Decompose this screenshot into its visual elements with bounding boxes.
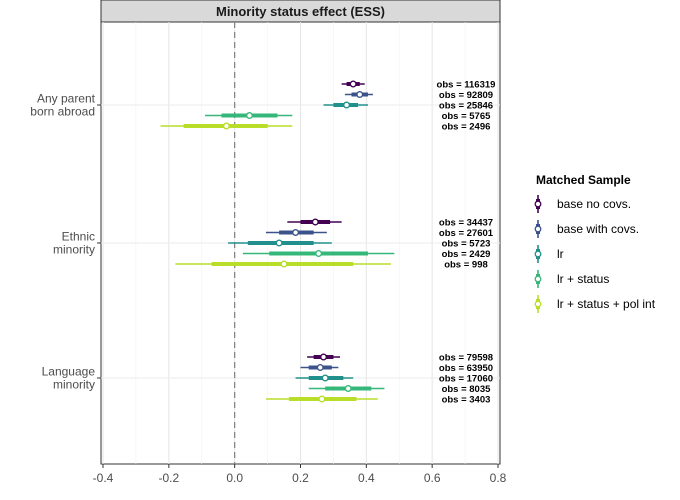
point-estimate: [344, 385, 352, 392]
point-estimate: [222, 122, 230, 130]
point-estimate: [292, 229, 300, 236]
legend-label: lr + status + pol int: [557, 297, 656, 311]
obs-label: obs = 8035: [442, 384, 492, 395]
obs-label: obs = 2496: [442, 122, 491, 133]
x-tick-label: 0.8: [490, 471, 507, 485]
point-estimate: [349, 80, 357, 88]
obs-label: obs = 116319: [437, 80, 496, 91]
point-estimate: [315, 250, 323, 257]
point-estimate: [311, 218, 319, 226]
point-estimate: [320, 353, 327, 361]
point-estimate: [318, 395, 326, 403]
obs-label: obs = 92809: [439, 90, 493, 101]
legend-label: base with covs.: [557, 222, 639, 236]
legend-label: base no covs.: [557, 197, 631, 211]
legend-point: [534, 250, 542, 258]
legend-point: [534, 200, 542, 208]
point-estimate: [321, 374, 329, 382]
x-axis: -0.4 -0.2 0.0 0.2 0.4 0.6 0.8: [93, 464, 507, 485]
y-axis-labels: Any parent born abroad Ethnic minority Langu…: [30, 92, 101, 392]
obs-label: obs = 5765: [442, 111, 492, 122]
point-estimate: [280, 260, 288, 268]
legend-title: Matched Sample: [536, 173, 631, 187]
obs-label: obs = 34437: [439, 218, 493, 229]
obs-label: obs = 3403: [442, 395, 491, 406]
x-tick-label: 0.0: [226, 471, 243, 485]
obs-label: obs = 17060: [439, 374, 493, 385]
chart-title: Minority status effect (ESS): [216, 4, 385, 19]
estimate-marks: [160, 80, 395, 403]
x-tick-label: 0.4: [358, 471, 375, 485]
point-estimate: [316, 364, 324, 371]
legend-point: [534, 275, 542, 283]
legend-point: [534, 225, 542, 233]
x-tick-label: 0.6: [424, 471, 441, 485]
legend: Matched Sample base no covs. base with cov…: [534, 173, 656, 313]
y-axis-label: Language minority: [42, 365, 96, 392]
point-estimate: [343, 101, 351, 109]
point-estimate: [275, 239, 283, 247]
obs-label: obs = 79598: [439, 353, 493, 364]
point-estimate: [246, 112, 253, 119]
legend-label: lr: [557, 247, 564, 261]
x-tick-label: 0.2: [292, 471, 309, 485]
obs-label: obs = 2429: [442, 249, 491, 260]
point-estimate: [356, 91, 364, 98]
x-tick-label: -0.2: [158, 471, 179, 485]
y-axis-label: Ethnic minority: [53, 230, 95, 257]
x-tick-label: -0.4: [93, 471, 114, 485]
obs-label: obs = 27601: [439, 228, 494, 239]
obs-label: obs = 998: [444, 260, 488, 271]
legend-label: lr + status: [557, 272, 609, 286]
obs-label: obs = 63950: [439, 363, 493, 374]
obs-label: obs = 5723: [442, 239, 491, 250]
y-axis-label: Any parent born abroad: [30, 92, 95, 119]
obs-label: obs = 25846: [439, 101, 493, 112]
legend-point: [534, 300, 542, 308]
